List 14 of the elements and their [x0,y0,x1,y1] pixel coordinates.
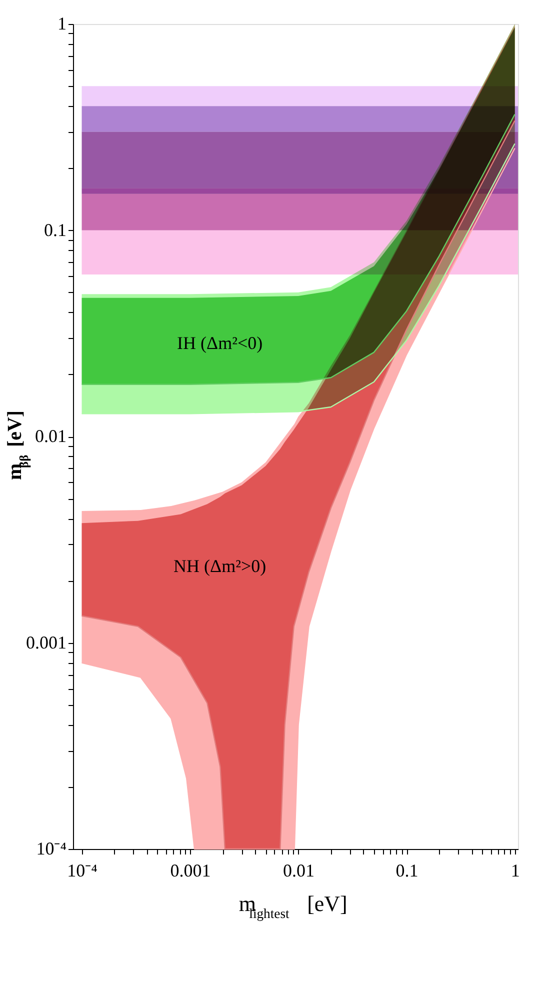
y-tick-label: 10⁻⁴ [36,838,66,858]
annotation: NH (Δm²>0) [174,556,266,576]
x-tick-label: 10⁻⁴ [67,860,98,880]
y-tick-label: 0.001 [26,632,66,652]
y-tick-label: 0.1 [44,220,66,240]
text: mlightest [eV] [238,891,348,921]
x-tick-label: 0.1 [396,860,418,880]
y-axis-title: mββ [eV] [4,410,31,480]
annotation: IH (Δm²<0) [177,333,263,354]
x-tick-label: 1 [510,860,520,880]
y-tick-label: 0.01 [35,426,66,446]
x-tick-label: 0.01 [283,860,315,880]
y-tick-label: 1 [58,14,66,34]
x-tick-label: 0.001 [170,860,211,880]
